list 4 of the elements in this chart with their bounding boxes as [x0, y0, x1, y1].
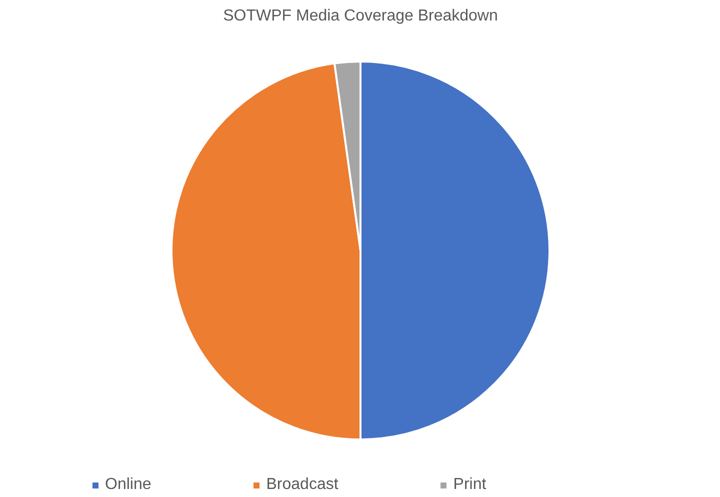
legend-label: Broadcast	[266, 476, 338, 494]
chart-title: SOTWPF Media Coverage Breakdown	[223, 8, 498, 24]
legend-label: Online	[105, 476, 152, 494]
legend-label: Print	[453, 476, 486, 494]
